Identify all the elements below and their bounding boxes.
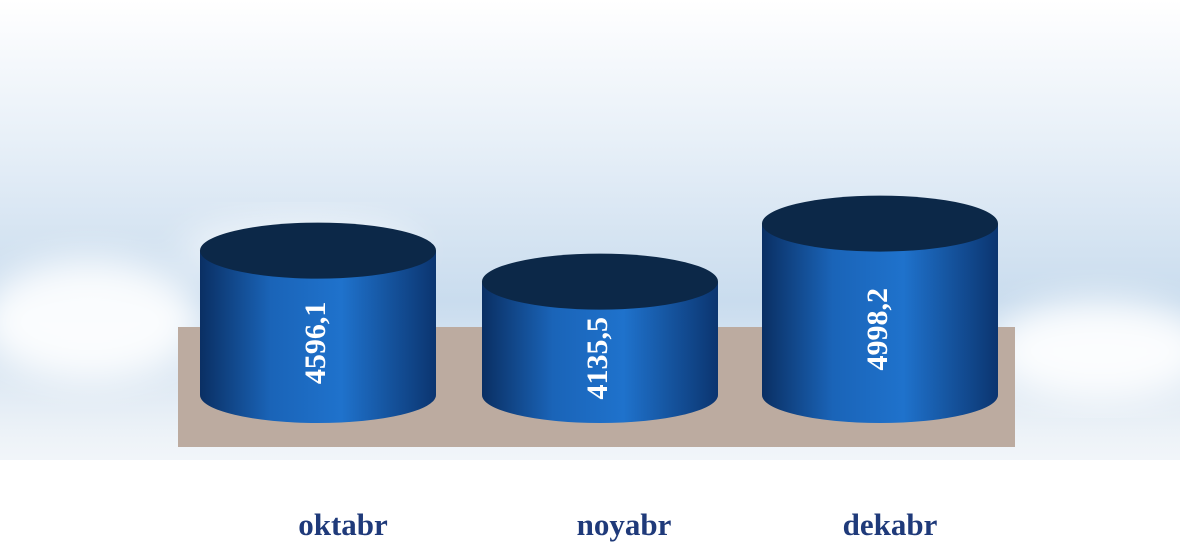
cylinder-top	[200, 222, 436, 279]
cylinder: 4135,5	[482, 253, 718, 423]
cylinder: 4998,2	[762, 195, 998, 423]
cylinder-top	[762, 195, 998, 252]
cylinder-top	[482, 253, 718, 310]
cylinder: 4596,1	[200, 222, 436, 423]
value-label: 4135,5	[581, 317, 614, 400]
category-label: dekabr	[843, 507, 938, 542]
cylinder-body	[200, 250, 436, 423]
cylinder-body	[482, 281, 718, 423]
value-label: 4596,1	[299, 302, 332, 385]
cylinder-body	[762, 223, 998, 423]
value-label: 4998,2	[861, 288, 894, 371]
category-label: oktabr	[298, 507, 388, 542]
background-bottom	[0, 460, 1180, 549]
category-label: noyabr	[577, 507, 672, 542]
